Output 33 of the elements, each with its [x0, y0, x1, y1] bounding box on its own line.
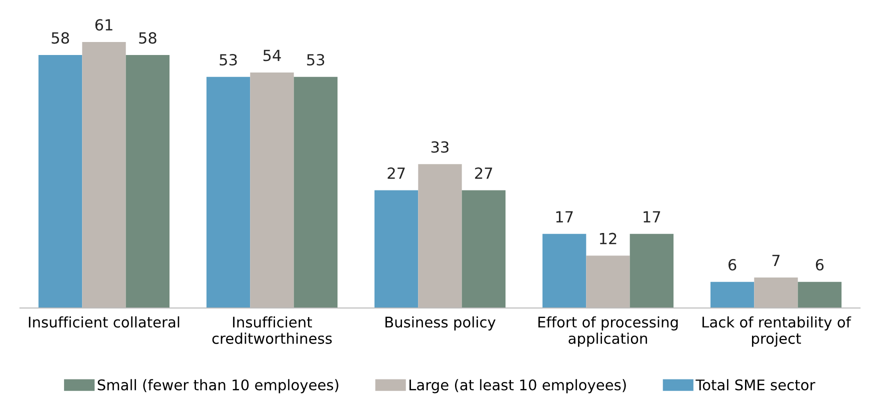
legend-label: Total SME sector: [696, 379, 816, 390]
data-label: 33: [431, 141, 448, 153]
x-tick-label: Business policy: [385, 316, 496, 330]
bar: [542, 234, 586, 308]
bar: [374, 190, 418, 308]
bar: [462, 190, 506, 308]
data-label: 61: [95, 19, 112, 31]
data-label: 7: [772, 254, 780, 266]
legend-label: Large (at least 10 employees): [410, 379, 626, 394]
x-tick-label: Insufficient creditworthiness: [212, 316, 332, 344]
bar: [630, 234, 674, 308]
bar: [294, 76, 338, 308]
legend-label: Small (fewer than 10 employees): [98, 379, 338, 394]
data-label: 17: [556, 211, 573, 222]
data-label: 6: [816, 258, 824, 271]
bar: [38, 55, 82, 308]
data-label: 58: [52, 32, 69, 44]
data-label: 53: [220, 54, 237, 66]
data-label: 53: [307, 54, 324, 66]
bar: [206, 76, 250, 308]
x-tick-label: Lack of rentability of project: [702, 316, 852, 347]
x-tick-label: Effort of processing application: [538, 316, 678, 347]
data-label: 12: [600, 232, 616, 244]
data-label: 27: [475, 167, 492, 179]
data-label: 27: [388, 167, 405, 179]
data-label: 17: [644, 211, 660, 222]
bar: [710, 282, 754, 308]
x-tick-label: Insufficient collateral: [28, 316, 180, 328]
data-label: 54: [263, 50, 281, 62]
bar: [798, 282, 842, 308]
data-label: 58: [139, 32, 156, 44]
data-label: 6: [728, 258, 736, 271]
bar: [126, 55, 170, 308]
